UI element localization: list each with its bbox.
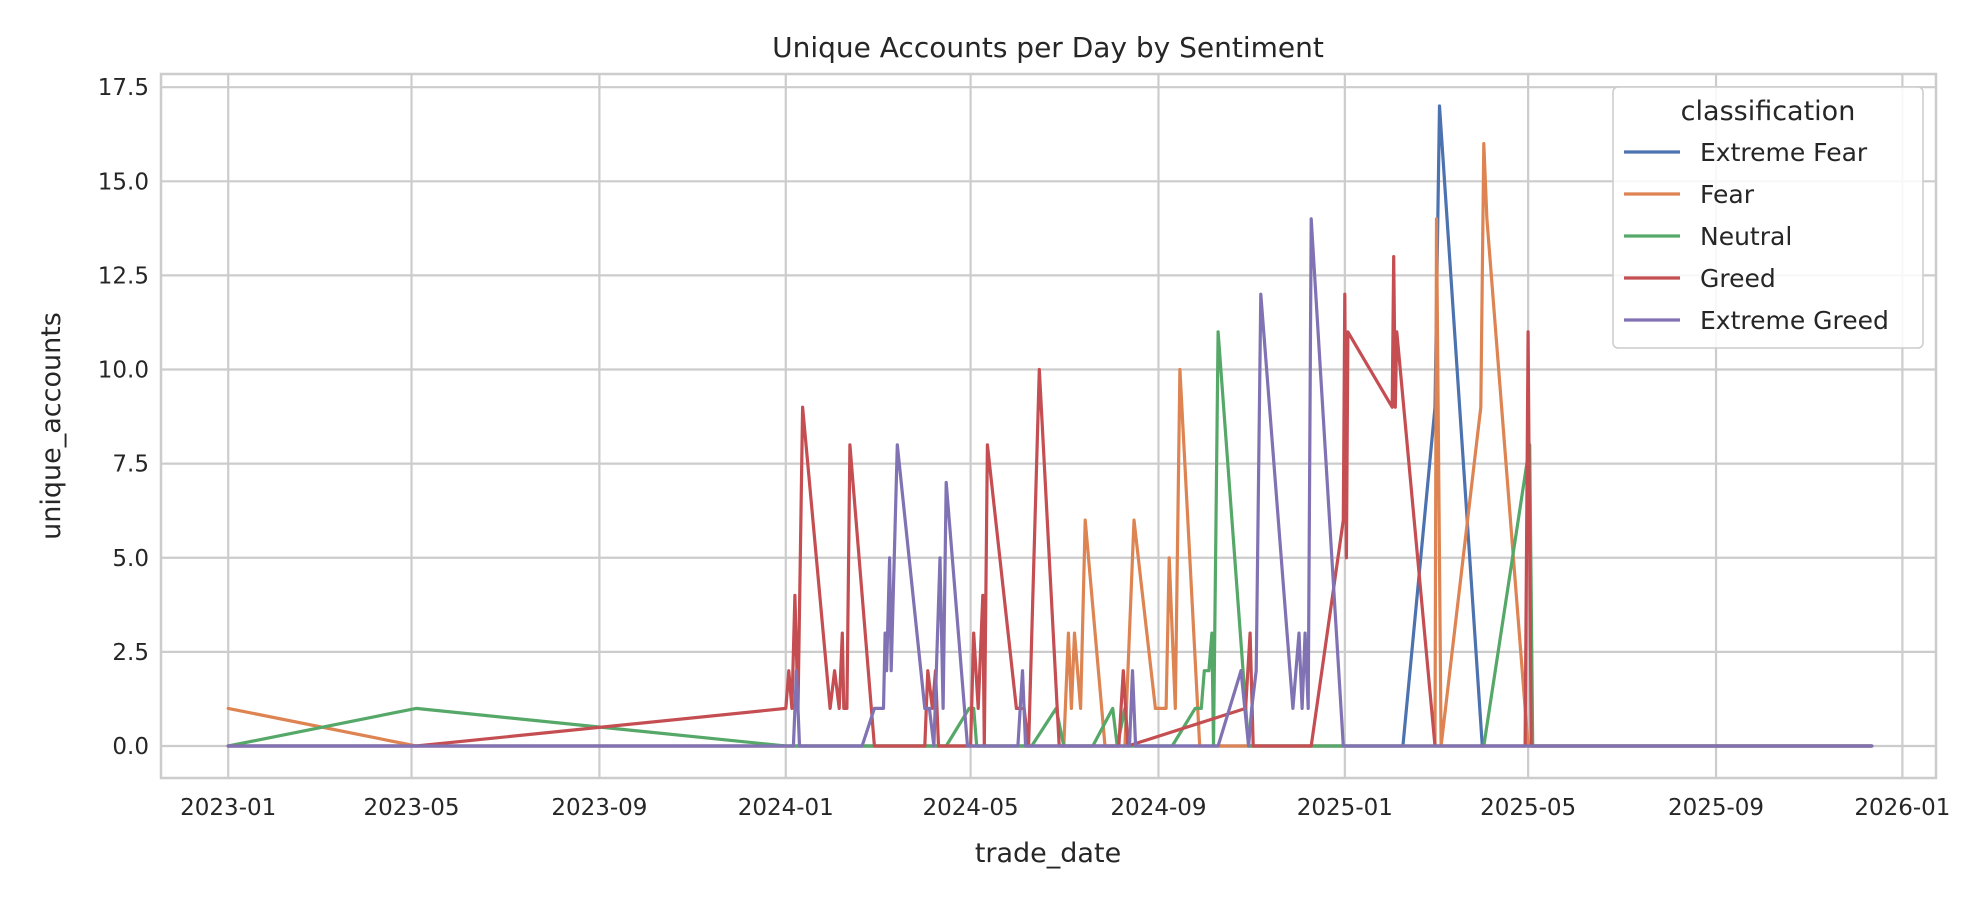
series-line-4 bbox=[226, 255, 1874, 748]
series-line-5 bbox=[226, 217, 1874, 748]
x-axis-ticks: 2023-01 2023-05 2023-09 2024-01 2024-05 2024-… bbox=[180, 795, 1950, 821]
x-tick-label: 2026-01 bbox=[1854, 795, 1950, 821]
y-tick-label: 15.0 bbox=[98, 169, 149, 195]
x-axis-label: trade_date bbox=[975, 838, 1121, 869]
y-tick-label: 5.0 bbox=[112, 546, 149, 572]
x-tick-label: 2025-05 bbox=[1480, 795, 1576, 821]
y-tick-label: 10.0 bbox=[98, 358, 149, 384]
x-tick-label: 2024-01 bbox=[738, 795, 834, 821]
y-tick-label: 2.5 bbox=[112, 640, 149, 666]
y-tick-label: 0.0 bbox=[112, 734, 149, 760]
legend-label: Extreme Fear bbox=[1700, 138, 1868, 167]
chart-title: Unique Accounts per Day by Sentiment bbox=[772, 31, 1324, 64]
legend: classification Extreme Fear Fear Neutral Gr… bbox=[1612, 86, 1924, 349]
y-axis-label: unique_accounts bbox=[36, 312, 67, 540]
legend-box bbox=[1612, 86, 1924, 349]
legend-items: Extreme Fear Fear Neutral Greed Extreme Gree… bbox=[1624, 138, 1889, 335]
series-lines bbox=[226, 104, 1874, 748]
x-tick-label: 2024-09 bbox=[1110, 795, 1206, 821]
x-tick-label: 2023-09 bbox=[551, 795, 647, 821]
x-tick-label: 2025-09 bbox=[1668, 795, 1764, 821]
legend-label: Extreme Greed bbox=[1700, 306, 1889, 335]
x-tick-label: 2025-01 bbox=[1297, 795, 1393, 821]
y-tick-label: 12.5 bbox=[98, 263, 149, 289]
legend-label: Fear bbox=[1700, 180, 1755, 209]
x-tick-label: 2023-01 bbox=[180, 795, 276, 821]
y-tick-label: 17.5 bbox=[98, 75, 149, 101]
plot-frame bbox=[159, 72, 1938, 780]
x-tick-label: 2023-05 bbox=[363, 795, 459, 821]
series-line-2 bbox=[226, 142, 1874, 748]
y-axis-ticks: 0.0 2.5 5.0 7.5 10.0 12.5 15.0 17.5 bbox=[98, 75, 149, 760]
legend-title: classification bbox=[1681, 96, 1856, 127]
x-tick-label: 2024-05 bbox=[923, 795, 1019, 821]
legend-label: Greed bbox=[1700, 264, 1776, 293]
y-tick-label: 7.5 bbox=[112, 452, 149, 478]
legend-label: Neutral bbox=[1700, 222, 1792, 251]
